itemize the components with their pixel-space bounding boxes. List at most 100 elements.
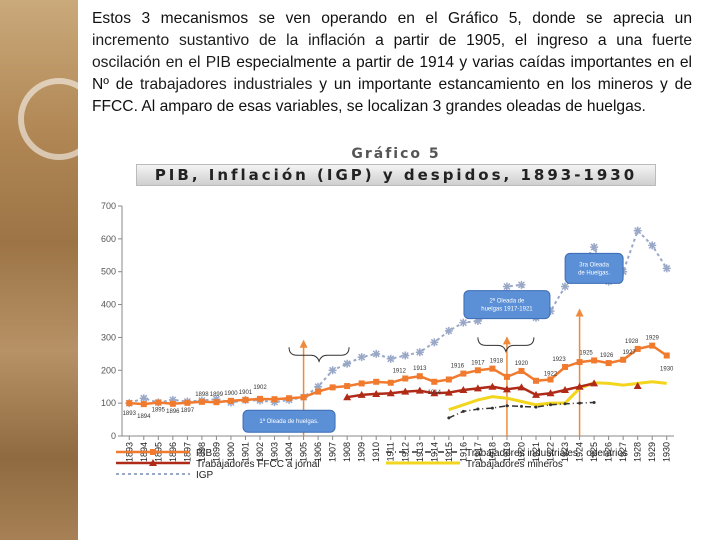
point-label: 1913 [413, 366, 427, 372]
y-tick-label: 400 [101, 300, 116, 310]
igp-point [561, 282, 570, 291]
igp-point [372, 349, 381, 358]
x-tick-label: 1915 [444, 442, 454, 462]
x-tick-label: 1925 [589, 442, 599, 462]
x-tick-label: 1907 [328, 442, 338, 462]
x-tick-label: 1926 [604, 442, 614, 462]
x-tick-label: 1919 [502, 442, 512, 462]
ffcc-point [386, 389, 395, 397]
y-tick-label: 600 [101, 234, 116, 244]
industrial-point [447, 416, 451, 420]
annotation-arrowhead [502, 336, 511, 345]
igp-point [168, 395, 177, 404]
pib-point [315, 388, 322, 395]
legend-marker [150, 449, 156, 455]
pib-point [431, 378, 438, 385]
industrial-point [490, 406, 494, 410]
annotation-arrowhead [575, 308, 584, 317]
x-tick-label: 1903 [270, 442, 280, 462]
ffcc-point [590, 379, 599, 387]
point-label: 1902 [253, 385, 267, 391]
ffcc-point [575, 382, 584, 390]
pib-point [663, 352, 670, 359]
ffcc-point [532, 390, 540, 398]
pib-point [402, 375, 409, 382]
point-label: 1893 [123, 411, 137, 417]
industrial-point [592, 400, 596, 404]
x-tick-label: 1906 [313, 442, 323, 462]
x-tick-label: 1922 [546, 442, 556, 462]
igp-point [473, 317, 482, 325]
x-tick-label: 1900 [226, 442, 236, 462]
chart-title: Gráfico 5 [351, 146, 441, 162]
x-tick-label: 1901 [240, 442, 250, 462]
igp-point [459, 318, 468, 327]
pib-point [155, 399, 162, 406]
y-tick-label: 500 [101, 267, 116, 277]
igp-point [662, 264, 671, 273]
pib-point [126, 400, 133, 407]
paragraph-text-3: especialmente a partir de 1914 y varias … [92, 54, 693, 93]
ffcc-point [343, 393, 352, 401]
x-tick-label: 1904 [284, 442, 294, 462]
point-label: 1922 [544, 371, 558, 377]
ffcc-point [633, 382, 642, 390]
igp-point [401, 351, 410, 360]
pib-point [562, 364, 569, 370]
ffcc-point [459, 386, 468, 393]
point-label: 1898 [195, 392, 209, 398]
pib-point [620, 356, 627, 363]
ffcc-point [561, 386, 570, 393]
legend-label: PIB [196, 448, 212, 459]
industrial-point [578, 401, 582, 405]
ffcc-point [488, 382, 497, 390]
industrial-point [476, 407, 480, 411]
igp-point [502, 282, 511, 291]
pib-point [445, 376, 452, 383]
y-tick-label: 100 [101, 398, 116, 408]
igp-point [517, 280, 526, 289]
point-label: 1917 [471, 360, 485, 366]
pib-point [300, 394, 307, 401]
pib-point [460, 370, 467, 377]
igp-point [648, 241, 657, 250]
x-tick-label: 1912 [400, 442, 410, 462]
industrial-point [461, 409, 465, 413]
pib-point [140, 401, 147, 408]
x-tick-label: 1913 [415, 442, 425, 462]
ffcc-point [401, 387, 410, 395]
bracket-right [477, 337, 535, 354]
x-tick-label: 1924 [575, 442, 585, 462]
pib-point [547, 376, 554, 383]
x-tick-label: 1910 [371, 442, 381, 462]
x-tick-label: 1902 [255, 442, 265, 462]
x-tick-label: 1923 [560, 442, 570, 462]
pib-point [591, 357, 598, 364]
bracket-left [288, 347, 350, 363]
x-tick-label: 1927 [618, 442, 628, 462]
pib-point [387, 379, 394, 386]
pib-point [198, 398, 205, 405]
annotation-text: 3ra Oleada [579, 262, 609, 268]
point-label: 1926 [600, 353, 614, 359]
pib-point [533, 377, 539, 384]
ffcc-point [546, 389, 555, 397]
chart-title-block: Gráfico 5 PIB, Inflación (IGP) y despido… [86, 146, 706, 186]
x-tick-label: 1917 [473, 442, 483, 462]
pib-point [169, 400, 176, 407]
x-tick-label: 1898 [197, 442, 207, 462]
igp-point [546, 307, 555, 316]
point-label: 1901 [239, 390, 253, 396]
point-label: 1929 [646, 336, 660, 342]
paragraph-link-pib: fuerte oscilación en el PIB [92, 32, 693, 71]
x-tick-label: 1920 [516, 442, 526, 462]
body-paragraph: Estos 3 mecanismos se ven operando en el… [92, 8, 692, 118]
annotation-text: 1ª Oleada de huelgas. [259, 418, 319, 425]
ffcc-point [430, 389, 439, 397]
pib-point [503, 373, 510, 380]
x-tick-label: 1928 [633, 442, 643, 462]
pib-point [242, 396, 249, 403]
legend-label: Trabajadores FFCC a jornal [196, 459, 320, 470]
ffcc-point [444, 388, 453, 396]
annotation-text: de Huelgas. [578, 270, 610, 276]
